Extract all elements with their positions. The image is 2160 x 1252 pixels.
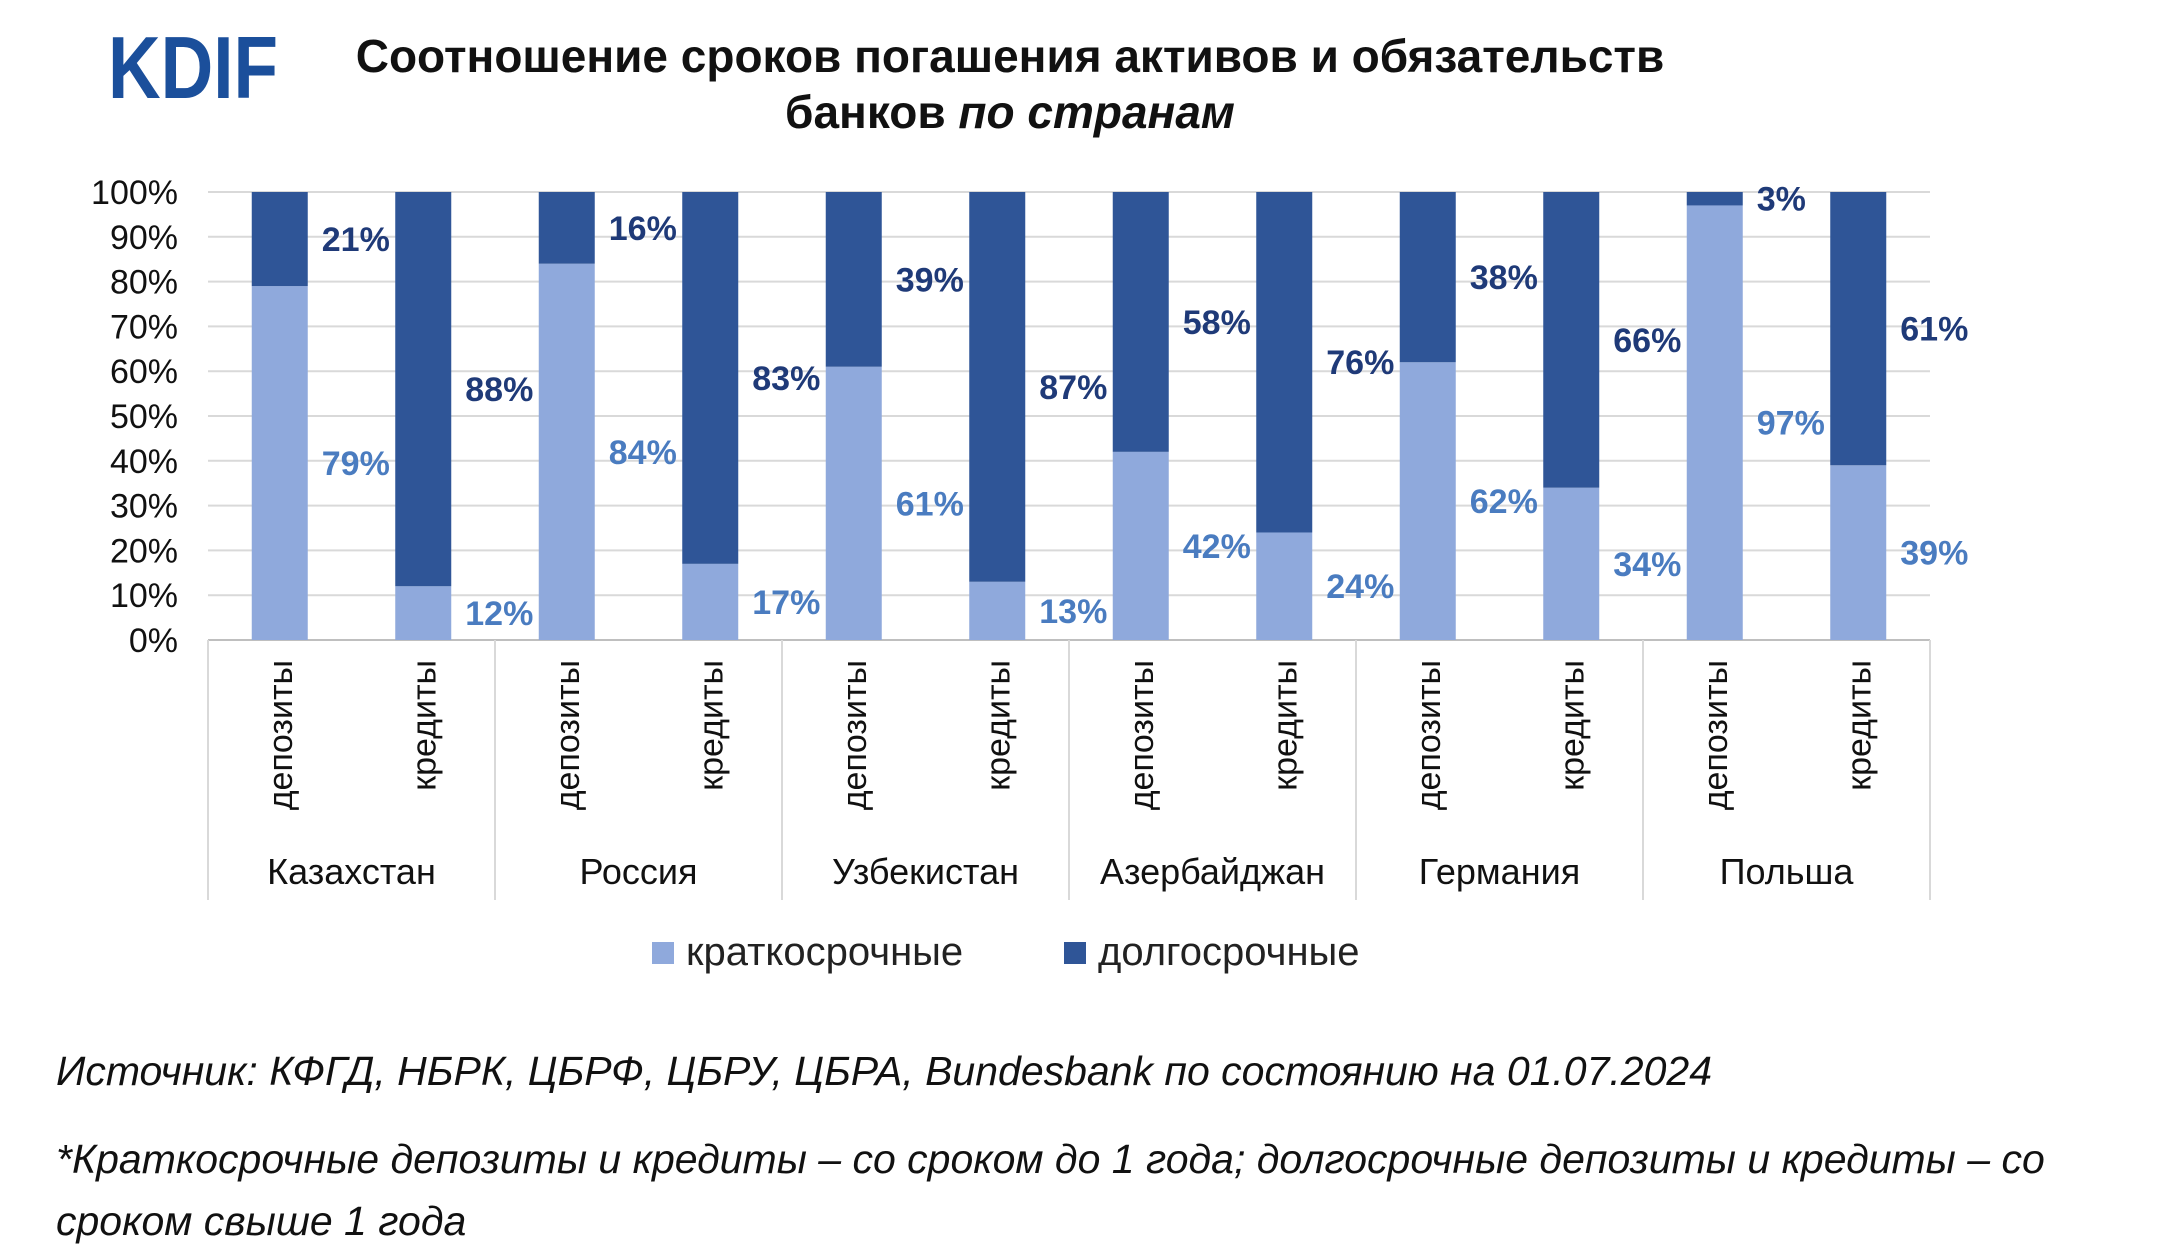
legend-label-long: долгосрочные [1098,930,1360,974]
y-tick-label: 50% [110,398,178,436]
data-label-long-term: 3% [1757,181,1806,219]
x-subcategory-label: кредиты [1266,660,1304,791]
bar-short-term [1112,451,1169,640]
x-group-label: Германия [1419,851,1580,892]
y-tick-label: 30% [110,488,178,526]
data-label-short-term: 39% [1900,535,1968,573]
title-line-2: банков по странам [300,84,1720,140]
y-tick-label: 60% [110,353,178,391]
logo-text: KDIF [108,20,278,110]
data-label-short-term: 34% [1613,546,1681,584]
y-tick-label: 80% [110,264,178,302]
bar-short-term [969,581,1026,640]
bar-long-term [1399,192,1456,363]
data-label-long-term: 76% [1326,344,1394,382]
x-subcategory-label: кредиты [979,660,1017,791]
y-tick-label: 100% [91,174,178,212]
bar-short-term [1256,532,1313,640]
legend: краткосрочные долгосрочные [0,930,2160,984]
bar-long-term [1256,192,1313,533]
x-group-label: Узбекистан [832,851,1019,892]
bar-short-term [538,263,595,640]
data-label-long-term: 87% [1039,369,1107,407]
data-label-long-term: 38% [1470,259,1538,297]
bar-short-term [251,286,308,640]
x-subcategory-label: депозиты [1697,660,1735,810]
x-subcategory-label: кредиты [1553,660,1591,791]
bar-short-term [1830,465,1887,640]
data-label-long-term: 21% [322,221,390,259]
bar-long-term [969,192,1026,582]
data-label-short-term: 24% [1326,568,1394,606]
title-line-2-normal: банков [785,86,959,138]
data-label-short-term: 13% [1039,593,1107,631]
y-tick-label: 40% [110,443,178,481]
data-label-short-term: 17% [752,584,820,622]
x-subcategory-label: кредиты [405,660,443,791]
data-label-short-term: 62% [1470,483,1538,521]
data-label-long-term: 39% [896,261,964,299]
y-tick-label: 90% [110,219,178,257]
data-label-long-term: 83% [752,360,820,398]
bar-short-term [395,586,452,640]
x-subcategory-label: депозиты [836,660,874,810]
stacked-bar-chart: 0% 10% 20% 30% 40% 50% 60% 70% 80% 90% 100% 79% 21% д… [91,174,1968,900]
legend-label-short: краткосрочные [686,930,964,974]
data-label-short-term: 84% [609,434,677,472]
bar-long-term [1112,192,1169,452]
data-label-long-term: 66% [1613,322,1681,360]
bar-long-term [1543,192,1600,488]
legend-item-short: краткосрочные [652,930,963,975]
bar-short-term [825,366,882,640]
legend-swatch-short [652,941,674,964]
x-group-label: Россия [579,851,697,892]
bar-long-term [1830,192,1887,466]
y-tick-label: 20% [110,532,178,570]
chart-title: Соотношение сроков погашения активов и о… [300,28,1720,140]
legend-item-long: долгосрочные [1064,930,1360,975]
legend-swatch-long [1064,941,1086,964]
bar-short-term [1543,487,1600,640]
bar-short-term [1686,205,1743,640]
bar-long-term [251,192,308,287]
data-label-short-term: 79% [322,445,390,483]
data-label-short-term: 97% [1757,405,1825,443]
footnote: *Краткосрочные депозиты и кредиты – со с… [56,1136,2045,1244]
data-label-short-term: 42% [1183,528,1251,566]
data-label-short-term: 61% [896,485,964,523]
data-label-long-term: 16% [609,210,677,248]
bar-long-term [1686,192,1743,206]
x-group-label: Казахстан [267,851,436,892]
x-subcategory-label: депозиты [1123,660,1161,810]
y-tick-label: 10% [110,577,178,615]
kdif-logo: KDIF [108,20,278,110]
x-subcategory-label: кредиты [692,660,730,791]
x-group-label: Польша [1720,851,1855,892]
bar-long-term [682,192,739,564]
data-label-long-term: 58% [1183,304,1251,342]
bar-long-term [825,192,882,367]
data-label-long-term: 61% [1900,311,1968,349]
bar-short-term [682,563,739,640]
title-line-1: Соотношение сроков погашения активов и о… [355,30,1665,82]
bar-long-term [538,192,595,264]
x-subcategory-label: депозиты [549,660,587,810]
x-subcategory-label: депозиты [262,660,300,810]
y-tick-label: 0% [129,622,178,660]
x-subcategory-label: депозиты [1410,660,1448,810]
data-label-short-term: 12% [465,595,533,633]
title-line-2-italic: по странам [958,86,1235,138]
x-subcategory-label: кредиты [1840,660,1878,791]
bar-long-term [395,192,452,587]
bar-short-term [1399,362,1456,640]
x-group-label: Азербайджан [1100,851,1325,892]
y-tick-label: 70% [110,308,178,346]
source-note: Источник: КФГД, НБРК, ЦБРФ, ЦБРУ, ЦБРА, … [56,1048,1713,1094]
data-label-long-term: 88% [465,371,533,409]
